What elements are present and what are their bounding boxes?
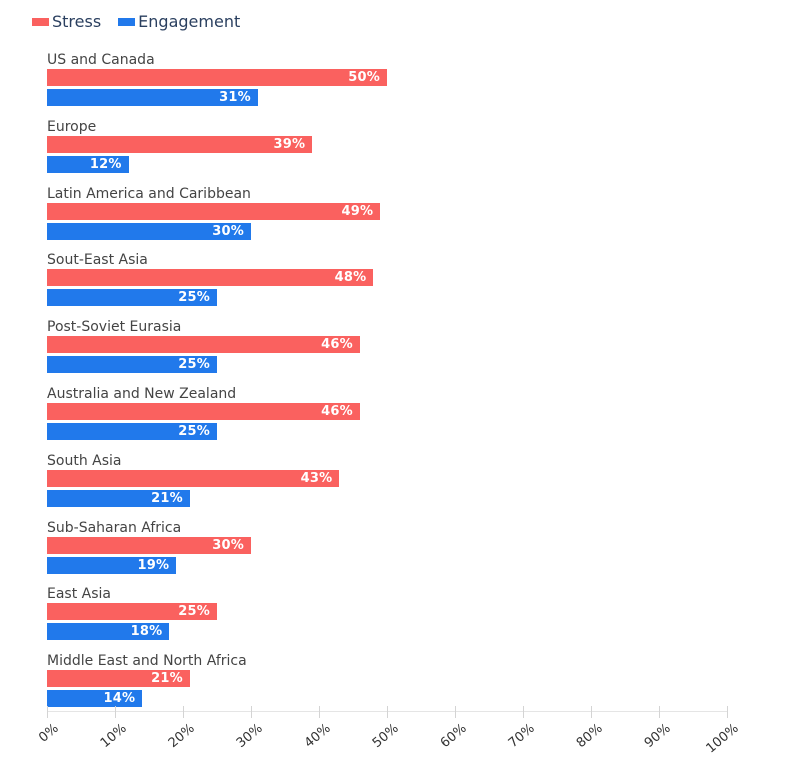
stress-bar[interactable]: 25%: [47, 603, 217, 621]
legend-label: Stress: [52, 12, 102, 31]
x-axis-tick-label: 70%: [505, 721, 538, 752]
bar-value-label: 46%: [321, 403, 353, 419]
bar-value-label: 50%: [348, 70, 380, 85]
x-axis-tick: [659, 706, 660, 718]
category-row: South Asia 43% 21%: [47, 453, 727, 507]
x-axis: 0% 10% 20% 30% 40% 50% 60% 70% 80% 90% 100%: [36, 706, 742, 756]
bar-value-label: 39%: [273, 136, 306, 152]
bar-value-label: 31%: [219, 90, 251, 105]
x-axis-tick-label: 20%: [165, 721, 198, 752]
bar-value-label: 12%: [89, 156, 122, 172]
x-axis-tick: [183, 706, 184, 718]
category-row: Post-Soviet Eurasia 46% 25%: [47, 319, 727, 374]
x-axis-tick-label: 30%: [233, 721, 266, 752]
engagement-bar[interactable]: 21%: [47, 489, 190, 507]
bar-value-label: 49%: [341, 203, 374, 219]
x-axis-tick-label: 100%: [703, 721, 742, 757]
category-row: East Asia 25% 18%: [47, 586, 727, 641]
bar-value-label: 14%: [103, 691, 136, 707]
engagement-bar[interactable]: 31%: [47, 89, 258, 106]
engagement-bar[interactable]: 25%: [47, 356, 217, 374]
x-axis-tick-label: 0%: [36, 721, 62, 746]
x-axis-tick: [387, 706, 388, 718]
bar-value-label: 19%: [137, 557, 170, 573]
engagement-bar[interactable]: 12%: [47, 155, 129, 173]
x-axis-tick-label: 60%: [437, 721, 470, 752]
category-label: Australia and New Zealand: [47, 385, 237, 402]
legend-swatch-icon: [118, 17, 136, 26]
bar-value-label: 30%: [212, 223, 244, 239]
x-axis-tick-label: 50%: [369, 721, 402, 752]
x-axis-tick: [319, 706, 320, 718]
x-axis-tick: [523, 706, 524, 718]
engagement-bar[interactable]: 14%: [47, 690, 143, 708]
category-row: Australia and New Zealand 46% 25%: [47, 386, 727, 440]
engagement-bar[interactable]: 30%: [47, 222, 251, 240]
bar-value-label: 25%: [178, 290, 210, 306]
bar-value-label: 48%: [334, 270, 367, 286]
x-axis-tick: [47, 706, 48, 718]
bar-value-label: 25%: [178, 604, 210, 620]
legend-item-stress[interactable]: Stress: [32, 12, 101, 31]
engagement-bar[interactable]: 18%: [47, 623, 170, 641]
bar-value-label: 46%: [321, 337, 353, 353]
category-row: Sout-East Asia 48% 25%: [47, 252, 727, 307]
bar-value-label: 25%: [178, 357, 210, 373]
category-label: Post-Soviet Eurasia: [47, 319, 182, 336]
category-row: Middle East and North Africa 21% 14%: [47, 653, 727, 708]
x-axis-tick-label: 10%: [97, 721, 130, 752]
category-label: US and Canada: [47, 52, 155, 68]
plot-area: US and Canada 50% 31% Europe 39% 12% Latin Ame…: [47, 52, 727, 720]
bar-value-label: 30%: [212, 537, 244, 553]
stress-bar[interactable]: 49%: [47, 202, 381, 220]
bar-value-label: 18%: [130, 624, 163, 640]
stress-bar[interactable]: 46%: [47, 336, 360, 354]
category-label: South Asia: [47, 452, 122, 469]
stress-bar[interactable]: 50%: [47, 69, 387, 86]
category-row: US and Canada 50% 31%: [47, 52, 727, 106]
legend-swatch-icon: [32, 17, 49, 26]
x-axis-tick-label: 90%: [641, 721, 674, 752]
stress-bar[interactable]: 21%: [47, 670, 190, 688]
x-axis-tick: [251, 706, 252, 718]
bar-value-label: 21%: [151, 671, 183, 687]
stress-bar[interactable]: 46%: [47, 402, 360, 420]
category-label: Sout-East Asia: [47, 252, 148, 269]
category-label: Europe: [47, 118, 97, 135]
x-axis-tick: [115, 706, 116, 718]
category-row: Europe 39% 12%: [47, 119, 727, 173]
x-axis-tick: [455, 706, 456, 718]
bar-value-label: 21%: [151, 490, 183, 506]
bar-value-label: 43%: [300, 470, 333, 486]
stress-bar[interactable]: 30%: [47, 536, 251, 554]
x-axis-tick-label: 40%: [301, 721, 334, 752]
category-label: Sub-Saharan Africa: [47, 519, 182, 536]
legend-label: Engagement: [138, 12, 241, 31]
stress-bar[interactable]: 48%: [47, 269, 374, 287]
category-label: Middle East and North Africa: [47, 653, 247, 670]
stress-bar[interactable]: 39%: [47, 135, 313, 153]
x-axis-tick: [727, 706, 728, 718]
category-label: Latin America and Caribbean: [47, 185, 251, 202]
bar-value-label: 25%: [178, 423, 210, 439]
legend: Stress Engagement: [32, 12, 257, 31]
x-axis-tick-label: 80%: [573, 721, 606, 752]
engagement-bar[interactable]: 19%: [47, 556, 177, 574]
legend-item-engagement[interactable]: Engagement: [118, 12, 240, 31]
engagement-bar[interactable]: 25%: [47, 289, 217, 307]
category-row: Latin America and Caribbean 49% 30%: [47, 186, 727, 240]
engagement-bar[interactable]: 25%: [47, 422, 217, 440]
stress-bar[interactable]: 43%: [47, 469, 340, 487]
category-label: East Asia: [47, 586, 111, 603]
x-axis-tick: [591, 706, 592, 718]
category-row: Sub-Saharan Africa 30% 19%: [47, 520, 727, 574]
